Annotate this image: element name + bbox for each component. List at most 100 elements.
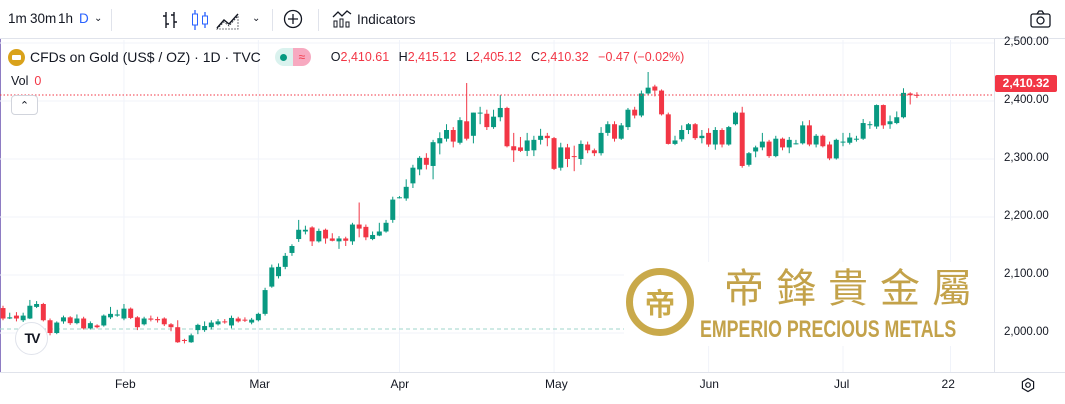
candle-body <box>457 120 463 143</box>
candle-body <box>0 308 6 319</box>
candle-body <box>880 105 886 126</box>
candle-body <box>20 315 26 321</box>
candlestick-chart[interactable] <box>0 0 995 372</box>
candle-body <box>706 132 712 145</box>
candle-body <box>759 141 765 148</box>
candle-body <box>376 231 382 236</box>
candle-body <box>396 197 402 199</box>
candle-body <box>309 227 315 242</box>
candle-body <box>685 124 691 130</box>
symbol-legend: CFDs on Gold (US$ / OZ) · 1D · TVC ≈ O2,… <box>8 48 690 66</box>
candle-body <box>712 130 718 145</box>
candle-body <box>558 147 564 168</box>
market-status[interactable]: ≈ <box>274 48 311 66</box>
candle-body <box>578 143 584 159</box>
candle-body <box>652 86 658 91</box>
candle-body <box>625 109 631 128</box>
candle-body <box>255 313 261 321</box>
candle-body <box>860 123 866 139</box>
candle-body <box>874 105 880 127</box>
candle-body <box>235 318 241 322</box>
candle-body <box>665 114 671 144</box>
candle-body <box>289 246 295 253</box>
candle-body <box>464 121 470 139</box>
candle-body <box>800 125 806 144</box>
divider <box>318 9 319 31</box>
bar-chart-icon[interactable] <box>161 10 179 30</box>
candle-body <box>349 224 355 242</box>
high-label: H <box>398 50 408 64</box>
candle-body <box>780 138 786 148</box>
candle-body <box>302 229 308 232</box>
candle-body <box>732 112 738 125</box>
candle-body <box>679 130 685 140</box>
volume-label: Vol <box>11 74 29 88</box>
tradingview-logo[interactable]: TV <box>15 322 48 355</box>
candle-body <box>363 226 369 238</box>
market-open-dot-icon <box>274 48 293 66</box>
candle-body <box>847 137 853 143</box>
candle-body <box>470 112 476 136</box>
candle-body <box>242 319 248 321</box>
gold-symbol-icon <box>8 48 25 66</box>
candle-body <box>766 141 772 157</box>
candle-body <box>719 130 725 145</box>
candle-body <box>645 87 651 94</box>
interval-chevron-down-icon[interactable]: ⌄ <box>94 13 103 24</box>
candle-body <box>504 107 510 147</box>
axis-settings-gear-icon[interactable] <box>1020 377 1036 393</box>
price-tick-label: 2,400.00 <box>1004 94 1049 106</box>
candle-body <box>538 135 544 140</box>
change-value: −0.47 (−0.02%) <box>598 50 685 64</box>
candle-body <box>423 157 429 165</box>
candle-body <box>914 94 920 96</box>
candle-body <box>108 313 114 318</box>
candle-body <box>81 318 87 329</box>
candle-body <box>491 116 497 128</box>
close-label: C <box>530 50 540 64</box>
time-tick-label: Feb <box>114 377 136 391</box>
collapse-legend-button[interactable]: ⌃ <box>11 95 38 115</box>
candle-body <box>228 317 234 326</box>
candle-body <box>269 267 275 287</box>
candle-body <box>753 147 759 152</box>
candle-body <box>477 112 483 114</box>
candle-body <box>114 314 120 316</box>
candle-body <box>833 139 839 159</box>
candle-body <box>222 321 228 323</box>
candle-body <box>900 92 906 118</box>
interval-1m[interactable]: 1m <box>8 11 27 26</box>
interval-1h[interactable]: 1h <box>58 11 74 26</box>
candle-body <box>497 107 503 118</box>
candle-body <box>672 140 678 144</box>
candle-body <box>484 113 490 128</box>
price-tick-label: 2,500.00 <box>1004 36 1049 48</box>
indicators-button[interactable]: Indicators <box>332 10 416 28</box>
compare-plus-icon[interactable] <box>283 9 303 29</box>
candle-body <box>74 318 80 324</box>
candles-icon[interactable] <box>190 9 210 31</box>
watermark-english: EMPERIO PRECIOUS METALS <box>700 316 957 343</box>
camera-snapshot-icon[interactable] <box>1030 10 1051 28</box>
candle-body <box>598 132 604 154</box>
area-chart-icon[interactable] <box>216 10 240 30</box>
chart-type-chevron-down-icon[interactable]: ⌄ <box>252 13 261 24</box>
interval-30m[interactable]: 30m <box>30 11 57 26</box>
emperio-emblem: 帝 <box>626 268 694 336</box>
candle-body <box>40 304 46 321</box>
candle-body <box>430 142 436 166</box>
candle-body <box>67 317 73 324</box>
price-tick-label: 2,100.00 <box>1004 268 1049 280</box>
candle-body <box>47 320 53 333</box>
candle-body <box>531 139 537 151</box>
candle-body <box>511 146 517 151</box>
candle-body <box>202 326 208 331</box>
candle-body <box>612 124 618 139</box>
interval-d[interactable]: D <box>79 11 89 26</box>
candle-body <box>813 135 819 145</box>
open-label: O <box>330 50 341 64</box>
price-tick-label: 2,000.00 <box>1004 326 1049 338</box>
candle-body <box>591 150 597 154</box>
candle-body <box>383 222 389 232</box>
symbol-title[interactable]: CFDs on Gold (US$ / OZ) · 1D · TVC <box>30 49 261 65</box>
